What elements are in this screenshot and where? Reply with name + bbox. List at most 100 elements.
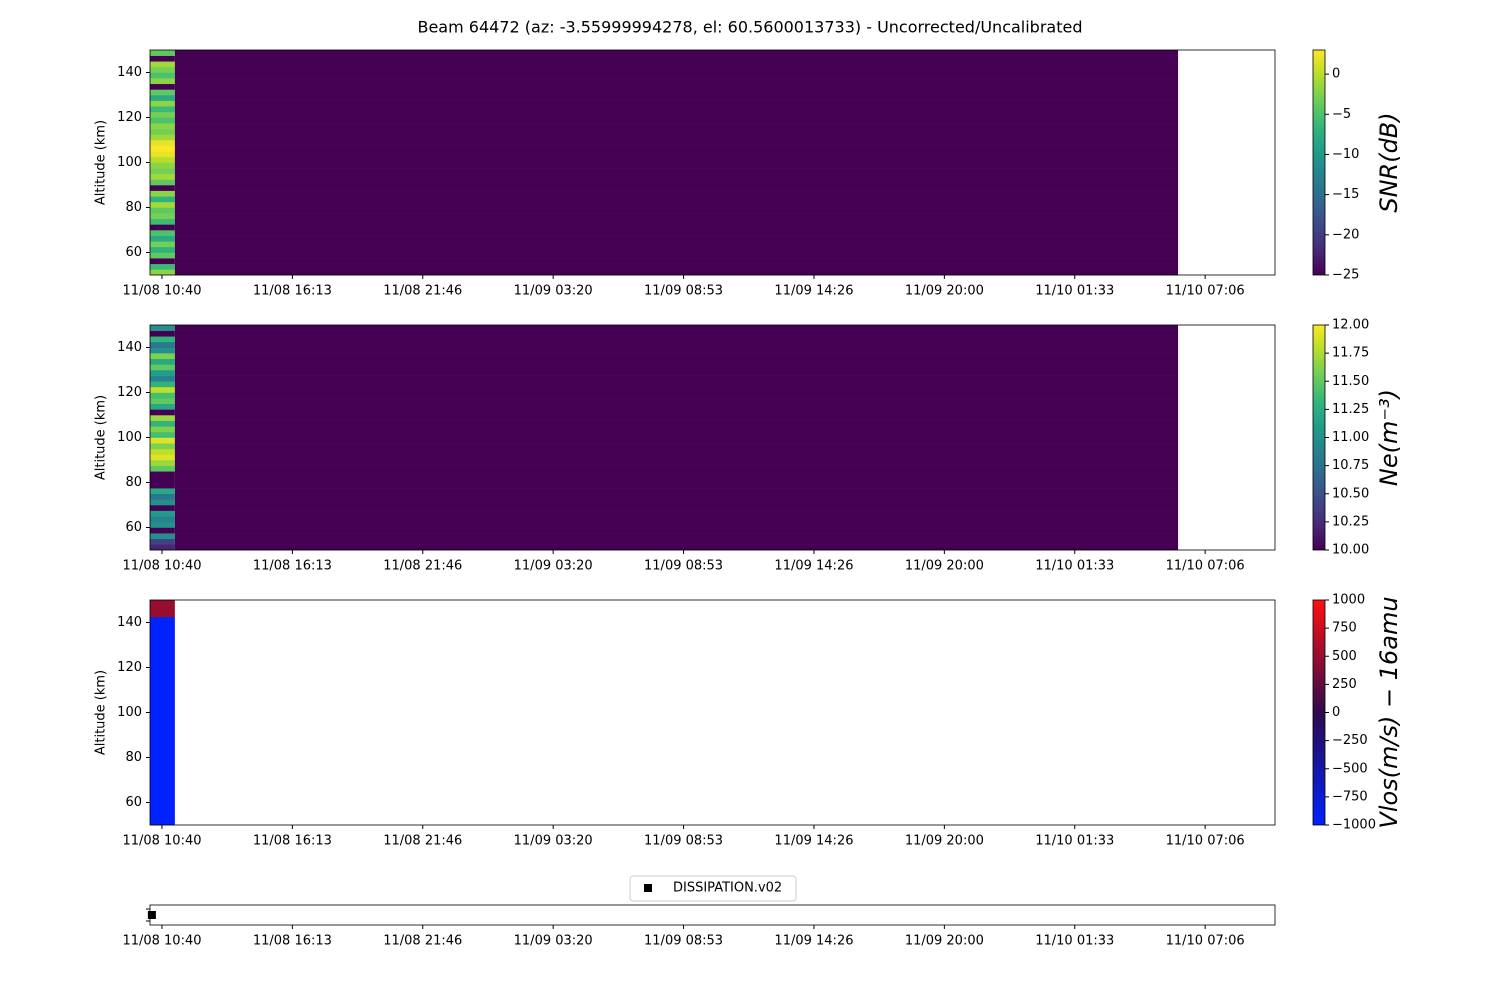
heatmap-cell	[174, 95, 1179, 101]
heatmap-cell	[150, 443, 175, 450]
heatmap-cell	[174, 252, 1179, 259]
heatmap-cell	[174, 106, 1179, 113]
heatmap-cell	[150, 476, 175, 483]
heatmap-cell	[150, 269, 175, 276]
x-tick-label: 11/09 20:00	[905, 934, 984, 949]
colorbar-tick-label: 10.50	[1332, 486, 1369, 501]
heatmap-cell	[174, 516, 1179, 523]
heatmap-cell	[174, 420, 1179, 427]
x-tick-label: 11/08 21:46	[383, 934, 462, 949]
heatmap-cell	[150, 61, 175, 68]
heatmap-cell	[174, 123, 1179, 130]
x-tick-label: 11/09 14:26	[774, 284, 853, 299]
heatmap-cell	[174, 230, 1179, 236]
y-tick-label: 60	[125, 795, 142, 810]
x-tick-label: 11/10 07:06	[1166, 834, 1245, 849]
x-tick-label: 11/08 21:46	[383, 284, 462, 299]
colorbar-tick-label: 250	[1332, 677, 1357, 692]
heatmap-cell	[174, 190, 1179, 197]
heatmap-cell	[150, 218, 175, 225]
heatmap-cell	[150, 156, 175, 163]
y-tick-label: 140	[117, 65, 142, 80]
marker	[147, 911, 156, 919]
heatmap-cell	[150, 600, 175, 618]
heatmap-cell	[174, 117, 1179, 124]
heatmap-cell	[174, 375, 1179, 382]
colorbar-tick-label: 1000	[1332, 593, 1365, 608]
heatmap-cell	[150, 224, 175, 231]
heatmap-cell	[174, 364, 1179, 371]
heatmap-cell	[150, 426, 175, 433]
heatmap-cell	[174, 156, 1179, 163]
heatmap-cell	[174, 100, 1179, 107]
heatmap-cell	[174, 269, 1179, 276]
x-tick-label: 11/09 20:00	[905, 284, 984, 299]
heatmap-cell	[150, 370, 175, 376]
colorbar-tick-label: 0	[1332, 67, 1340, 82]
heatmap-cell	[150, 252, 175, 259]
heatmap-cell	[174, 241, 1179, 248]
heatmap-cell	[174, 140, 1179, 146]
colorbar-tick-label: 0	[1332, 705, 1340, 720]
heatmap-cell	[174, 258, 1179, 265]
x-tick-label: 11/09 03:20	[514, 284, 593, 299]
heatmap-cell	[150, 241, 175, 248]
colorbar-tick-label: 11.75	[1332, 346, 1369, 361]
heatmap-cell	[174, 213, 1179, 220]
y-axis-label: Altitude (km)	[94, 670, 109, 755]
x-tick-label: 11/10 07:06	[1166, 284, 1245, 299]
x-tick-label: 11/08 16:13	[253, 284, 332, 299]
heatmap-cell	[150, 510, 175, 517]
axes-frame	[149, 599, 1276, 826]
heatmap-cell	[174, 381, 1179, 388]
y-axis-label: Altitude (km)	[94, 395, 109, 480]
heatmap-cell	[174, 448, 1179, 455]
heatmap-cell	[150, 454, 175, 461]
heatmap-cell	[150, 117, 175, 124]
colorbar-tick-label: −15	[1332, 187, 1359, 202]
colorbar-tick-label: 750	[1332, 621, 1357, 636]
colorbar-tick-label: 11.25	[1332, 402, 1369, 417]
axes-frame	[149, 904, 1276, 926]
x-tick-label: 11/08 10:40	[122, 559, 201, 574]
x-tick-label: 11/10 01:33	[1035, 284, 1114, 299]
heatmap-cell	[174, 482, 1179, 489]
heatmap-cell	[150, 213, 175, 220]
y-tick-label: 120	[117, 660, 142, 675]
heatmap-cell	[150, 516, 175, 523]
heatmap-cell	[150, 83, 175, 90]
heatmap-cell	[174, 325, 1179, 331]
heatmap-cell	[174, 437, 1179, 444]
colorbar-label: SNR(dB)	[1375, 112, 1403, 212]
heatmap-cell	[174, 431, 1179, 438]
heatmap-cell	[150, 111, 175, 118]
heatmap-cell	[174, 145, 1179, 152]
heatmap-cell	[174, 207, 1179, 214]
heatmap-cell	[174, 185, 1179, 191]
heatmap-cell	[150, 100, 175, 107]
heatmap-cell	[174, 499, 1179, 506]
heatmap-cell	[174, 471, 1179, 478]
heatmap-cell	[174, 179, 1179, 186]
x-tick-label: 11/08 21:46	[383, 559, 462, 574]
heatmap-cell	[174, 330, 1179, 337]
x-tick-label: 11/09 08:53	[644, 284, 723, 299]
heatmap-cell	[174, 246, 1179, 253]
heatmap-cell	[174, 218, 1179, 225]
x-tick-label: 11/09 03:20	[514, 559, 593, 574]
x-tick-label: 11/10 01:33	[1035, 559, 1114, 574]
heatmap-cell	[174, 72, 1179, 79]
x-tick-label: 11/09 20:00	[905, 834, 984, 849]
y-tick-label: 60	[125, 520, 142, 535]
heatmap-cell	[150, 544, 175, 551]
heatmap-cell	[150, 482, 175, 489]
heatmap-cell	[150, 448, 175, 455]
x-tick-label: 11/09 08:53	[644, 559, 723, 574]
heatmap-cell	[174, 196, 1179, 203]
heatmap-cell	[174, 527, 1179, 534]
heatmap-cell	[150, 381, 175, 388]
y-tick-label: 100	[117, 705, 142, 720]
colorbar	[1312, 49, 1326, 276]
heatmap-cell	[150, 128, 175, 135]
